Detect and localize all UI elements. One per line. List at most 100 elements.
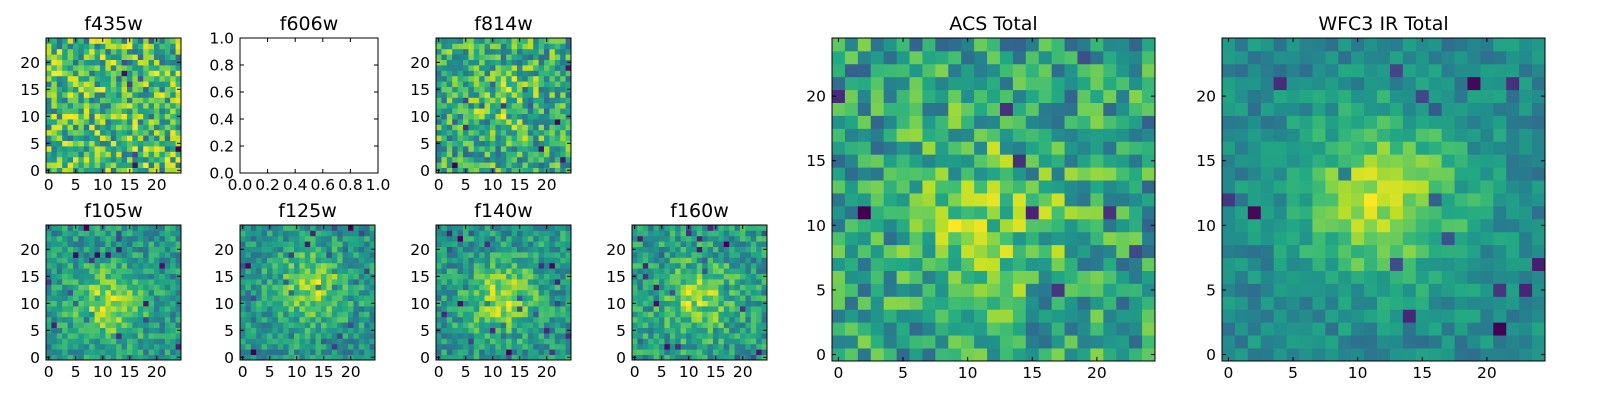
heatmap-cell	[896, 348, 910, 362]
heatmap-cell	[331, 327, 338, 334]
heatmap-cell	[159, 135, 166, 141]
heatmap-cell	[527, 108, 534, 114]
heatmap-cell	[761, 322, 768, 328]
heatmap-cell	[132, 295, 139, 301]
heatmap-cell	[511, 316, 518, 323]
heatmap-cell	[961, 50, 975, 65]
heatmap-cell	[723, 235, 730, 242]
heatmap-cell	[490, 252, 496, 258]
heatmap-cell	[961, 115, 975, 129]
heatmap-cell	[653, 273, 660, 280]
heatmap-cell	[283, 279, 289, 285]
heatmap-cell	[506, 70, 512, 77]
heatmap-cell	[750, 343, 757, 350]
heatmap-cell	[473, 300, 480, 307]
heatmap-cell	[713, 289, 719, 296]
heatmap-cell	[750, 268, 757, 274]
heatmap-cell	[718, 306, 725, 312]
heatmap-cell	[637, 246, 644, 253]
heatmap-cell	[277, 235, 284, 242]
heatmap-cell	[170, 354, 176, 361]
heatmap-cell	[256, 316, 262, 323]
heatmap-cell	[127, 246, 133, 253]
heatmap-cell	[121, 246, 128, 253]
heatmap-cell	[1247, 205, 1262, 220]
heatmap-cell	[267, 257, 273, 264]
heatmap-cell	[369, 349, 376, 355]
heatmap-cell	[686, 295, 692, 301]
heatmap-cell	[342, 273, 349, 280]
heatmap-cell	[691, 338, 698, 345]
heatmap-cell	[315, 262, 322, 269]
heatmap-cell	[870, 76, 885, 91]
heatmap-cell	[62, 92, 68, 98]
heatmap-cell	[702, 252, 708, 258]
heatmap-cell	[89, 300, 95, 307]
heatmap-cell	[517, 162, 523, 168]
heatmap-cell	[533, 300, 539, 307]
heatmap-cell	[337, 284, 343, 291]
heatmap-cell	[164, 54, 171, 60]
heatmap-cell	[283, 295, 289, 301]
heatmap-cell	[100, 279, 106, 285]
heatmap-cell	[691, 252, 698, 258]
heatmap-cell	[121, 65, 128, 71]
heatmap-cell	[154, 146, 160, 152]
heatmap-cell	[517, 262, 523, 269]
heatmap-cell	[642, 316, 649, 323]
heatmap-cell	[1428, 218, 1443, 233]
heatmap-cell	[100, 273, 106, 280]
heatmap-cell	[723, 343, 730, 350]
heatmap-cell	[127, 48, 133, 55]
heatmap-cell	[538, 113, 545, 120]
heatmap-cell	[143, 322, 149, 328]
heatmap-cell	[987, 231, 1001, 246]
heatmap-cell	[1025, 76, 1040, 91]
heatmap-cell	[473, 119, 480, 125]
heatmap-cell	[500, 289, 507, 296]
heatmap-cell	[538, 75, 545, 82]
heatmap-cell	[159, 113, 166, 120]
heatmap-cell	[73, 289, 79, 296]
heatmap-cell	[353, 316, 360, 323]
heatmap-cell	[83, 119, 90, 125]
heatmap-cell	[245, 300, 252, 307]
heatmap-cell	[745, 279, 752, 285]
heatmap-cell	[116, 108, 122, 114]
heatmap-cell	[353, 225, 360, 231]
heatmap-cell	[1142, 141, 1156, 155]
heatmap-cell	[143, 135, 149, 141]
heatmap-cell	[56, 230, 63, 237]
heatmap-cell	[664, 349, 671, 355]
heatmap-cell	[538, 306, 545, 312]
heatmap-cell	[544, 86, 550, 93]
heatmap-cell	[110, 48, 117, 55]
heatmap-cell	[844, 167, 859, 181]
heatmap-cell	[452, 235, 458, 242]
heatmap-cell	[261, 246, 268, 253]
heatmap-cell	[1103, 193, 1117, 207]
heatmap-cell	[159, 162, 166, 168]
heatmap-cell	[745, 306, 752, 312]
heatmap-cell	[1312, 218, 1326, 233]
heatmap-cell	[304, 338, 311, 345]
heatmap-cell	[1415, 335, 1430, 349]
heatmap-cell	[565, 54, 572, 60]
heatmap-cell	[116, 246, 122, 253]
heatmap-cell	[1025, 115, 1040, 129]
heatmap-cell	[294, 273, 300, 280]
heatmap-cell	[337, 225, 343, 231]
heatmap-cell	[922, 115, 936, 129]
heatmap-cell	[170, 65, 176, 71]
heatmap-cells	[832, 38, 1156, 362]
heatmap-cell	[457, 311, 464, 318]
heatmap-cell	[506, 65, 512, 71]
heatmap-cell	[1247, 348, 1262, 362]
heatmap-cell	[1012, 244, 1027, 259]
heatmap-cell	[1103, 322, 1117, 336]
heatmap-cell	[245, 225, 252, 231]
heatmap-cell	[1351, 335, 1365, 349]
heatmap-cell	[517, 102, 523, 109]
heatmap-cell	[105, 338, 112, 345]
